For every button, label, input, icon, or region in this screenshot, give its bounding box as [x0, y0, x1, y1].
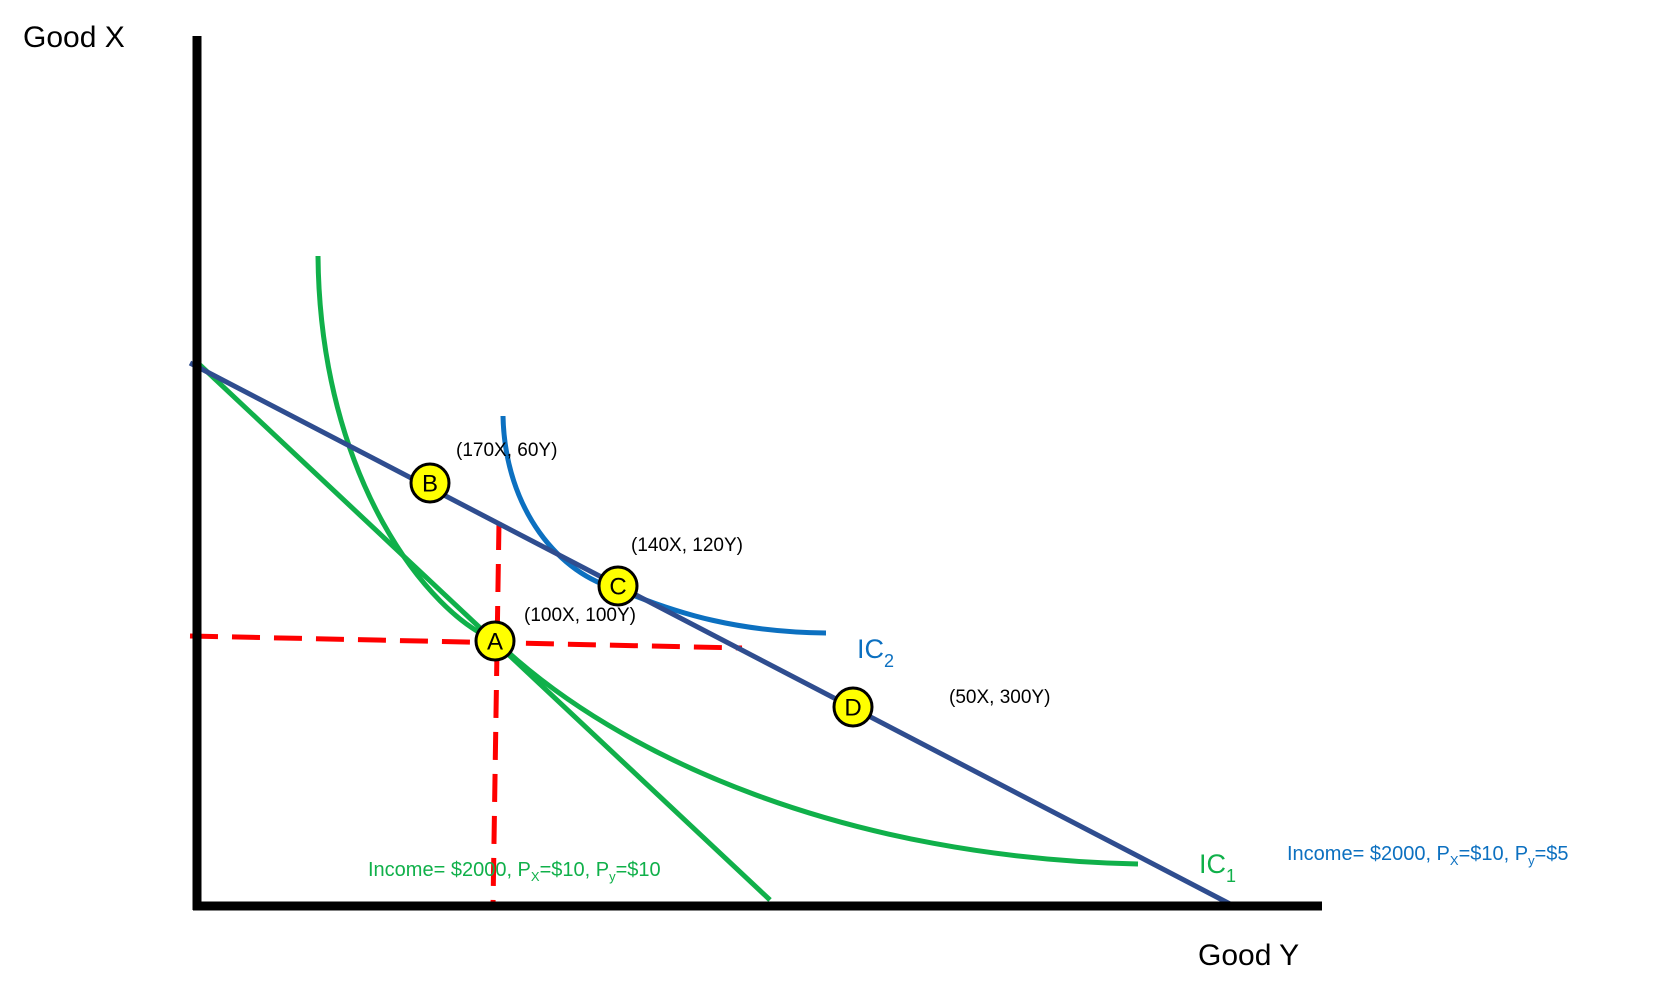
horizontal-guide-dashed: [189, 633, 743, 651]
vertical-guide-dashed: [490, 521, 502, 907]
point-a: A: [474, 620, 516, 662]
point-d-letter: D: [844, 695, 861, 722]
green-budget-label: Income= $2000, PX=$10, Py=$10: [368, 859, 661, 884]
point-d: D: [832, 686, 874, 728]
vertical-axis-label: Good X: [23, 21, 125, 54]
point-b-letter: B: [422, 471, 438, 498]
point-b-coords: (170X, 60Y): [456, 440, 557, 461]
point-c-coords: (140X, 120Y): [631, 535, 743, 556]
blue-budget-label: Income= $2000, PX=$10, Py=$5: [1287, 843, 1569, 868]
point-c: C: [597, 565, 639, 607]
point-a-coords: (100X, 100Y): [524, 605, 636, 626]
point-a-letter: A: [487, 629, 503, 656]
ic1-label: IC1: [1199, 849, 1236, 886]
ic2-label: IC2: [857, 634, 894, 671]
point-d-coords: (50X, 300Y): [949, 687, 1050, 708]
point-c-letter: C: [609, 574, 626, 601]
point-b: B: [409, 462, 451, 504]
horizontal-axis-label: Good Y: [1198, 939, 1299, 972]
blue-budget-line: [188, 360, 1234, 908]
ic1-curve: [315, 255, 1139, 867]
